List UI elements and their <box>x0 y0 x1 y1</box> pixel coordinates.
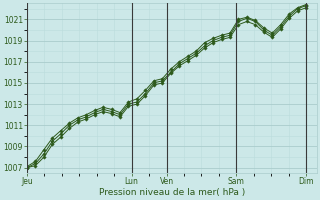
X-axis label: Pression niveau de la mer( hPa ): Pression niveau de la mer( hPa ) <box>99 188 245 197</box>
